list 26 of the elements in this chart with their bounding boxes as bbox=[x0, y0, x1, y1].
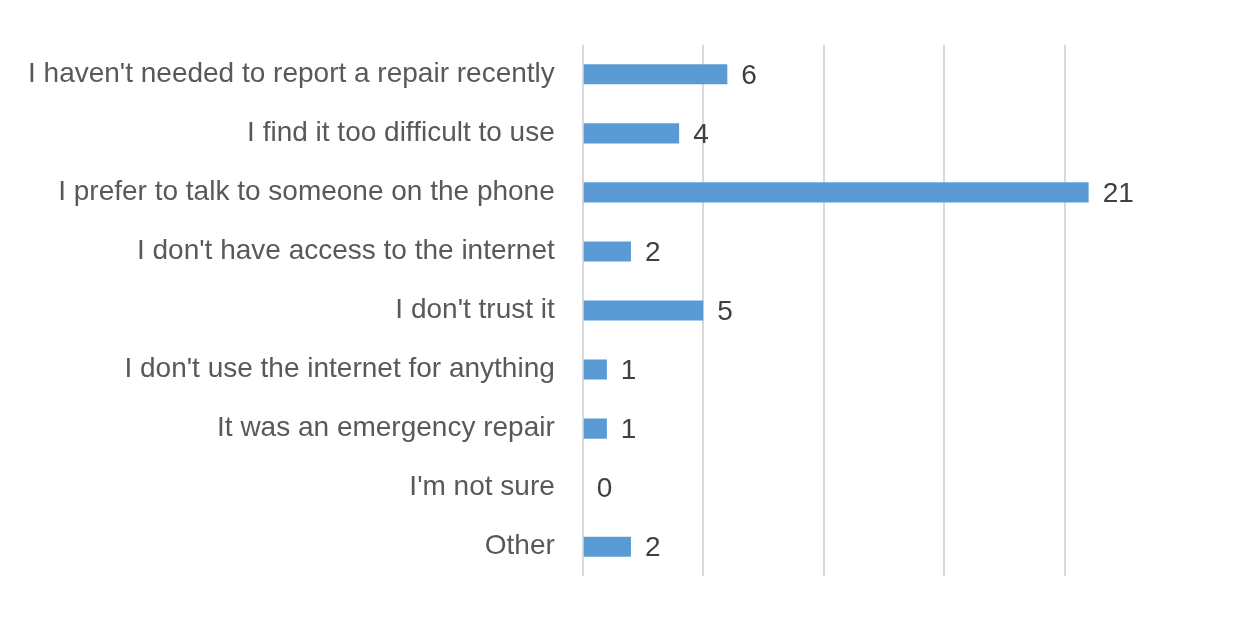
y-tick-label: It was an emergency repair bbox=[217, 411, 555, 443]
bar bbox=[583, 182, 1089, 203]
data-label: 1 bbox=[620, 354, 637, 386]
bar bbox=[583, 64, 728, 85]
bar bbox=[583, 123, 680, 144]
y-tick-label: I find it too difficult to use bbox=[247, 116, 555, 148]
data-label: 4 bbox=[693, 118, 709, 150]
data-label: 5 bbox=[717, 295, 733, 327]
data-label: 2 bbox=[644, 531, 661, 563]
y-tick-label: Other bbox=[484, 529, 555, 561]
data-label: 2 bbox=[644, 236, 661, 268]
bar bbox=[583, 536, 631, 557]
y-tick-label: I haven't needed to report a repair recently bbox=[28, 57, 555, 89]
y-tick-label: I prefer to talk to someone on the phone bbox=[58, 175, 555, 207]
bar bbox=[583, 359, 607, 380]
y-tick-label: I don't use the internet for anything bbox=[124, 352, 555, 384]
data-label: 1 bbox=[620, 413, 637, 445]
data-label: 0 bbox=[596, 472, 613, 504]
bar bbox=[583, 241, 631, 262]
bar bbox=[583, 418, 607, 439]
y-tick-label: I don't trust it bbox=[395, 293, 555, 325]
y-tick-label: I'm not sure bbox=[409, 470, 555, 502]
y-tick-label: I don't have access to the internet bbox=[136, 234, 555, 266]
bar bbox=[583, 300, 704, 321]
data-label: 6 bbox=[741, 59, 757, 91]
data-label: 21 bbox=[1102, 177, 1134, 209]
